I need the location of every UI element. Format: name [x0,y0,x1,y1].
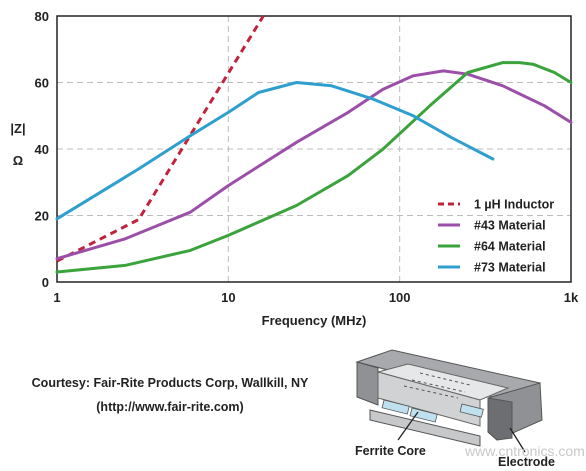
legend-label: #43 Material [474,219,546,233]
watermark-text: www.cntronics.com [464,443,585,459]
series-line-4 [55,81,495,221]
y-tick-label: 80 [35,9,49,24]
legend-label: #64 Material [474,240,546,254]
conductor-dash-1 [419,372,471,386]
electrode-pointer [509,427,526,453]
y-axis-title-line1: |Z| [10,121,25,136]
courtesy-url: (http://www.fair-rite.com) [96,400,244,414]
y-tick-label: 40 [35,142,49,157]
x-tick-label: 1k [564,290,579,305]
legend: 1 µH Inductor #43 Material #64 Material #73… [438,198,554,275]
core-slot-3 [459,403,484,418]
y-tick-label: 20 [35,209,49,224]
series-lines [55,15,573,274]
x-tick-label: 100 [389,290,411,305]
x-tick-labels: 1 10 100 1k [53,290,579,305]
y-axis-title-line2: Ω [13,153,23,168]
electrode-label: Electrode [498,455,555,469]
plot-frame [56,15,572,283]
core-slot-1 [381,399,410,415]
y-tick-label: 60 [35,76,49,91]
bead-left-block [356,361,379,406]
courtesy-line: Courtesy: Fair-Rite Products Corp, Wallk… [31,376,309,390]
y-tick-labels: 0 20 40 60 80 [35,9,49,290]
legend-label: 1 µH Inductor [474,198,554,212]
ferrite-core-pointer [397,411,419,441]
bead-base [369,409,481,447]
y-tick-label: 0 [42,275,49,290]
series-line-3 [55,61,573,274]
x-tick-label: 1 [53,290,60,305]
x-tick-label: 10 [221,290,235,305]
core-slot-2 [409,407,438,423]
ferrite-core-label: Ferrite Core [355,444,426,458]
core-front-face [377,371,481,427]
legend-label: #73 Material [474,261,546,275]
electrode-front-face [487,397,513,441]
x-axis-title: Frequency (MHz) [262,313,367,328]
series-line-2 [55,69,573,261]
ferrite-bead-illustration: Ferrite Core Electrode [355,349,555,469]
